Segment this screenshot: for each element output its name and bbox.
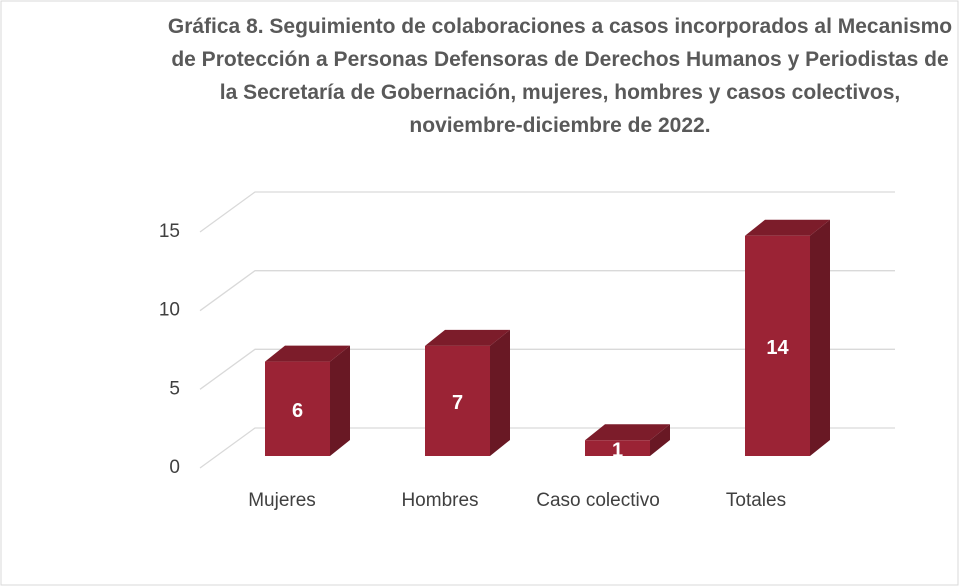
bar-front xyxy=(265,361,330,456)
chart-title: Gráfica 8. Seguimiento de colaboraciones… xyxy=(167,15,953,137)
bar xyxy=(745,219,830,456)
bar xyxy=(265,345,350,456)
bar-side xyxy=(810,219,830,456)
x-tick-label: Mujeres xyxy=(248,490,316,511)
bar-front xyxy=(585,440,650,456)
bar-front xyxy=(745,235,810,456)
y-tick-label: 0 xyxy=(169,457,180,478)
data-label: 14 xyxy=(766,337,789,359)
x-tick-label: Totales xyxy=(726,490,786,511)
y-tick-label: 10 xyxy=(159,300,180,321)
grid-line xyxy=(199,191,895,233)
bar-top xyxy=(585,424,670,441)
grid-line xyxy=(199,270,895,312)
data-label: 1 xyxy=(612,439,623,461)
bar-top xyxy=(425,329,510,346)
grid-line xyxy=(199,427,895,469)
y-tick-label: 15 xyxy=(159,221,180,242)
data-label: 7 xyxy=(452,392,463,414)
grid-line xyxy=(199,348,895,390)
data-label: 6 xyxy=(292,400,303,422)
x-tick-label: Hombres xyxy=(401,490,478,511)
bar-side xyxy=(650,424,670,456)
bar-front xyxy=(425,345,490,456)
bar-side xyxy=(490,329,510,456)
bar xyxy=(425,329,510,456)
bar-top xyxy=(745,219,830,236)
bar-side xyxy=(330,345,350,456)
x-tick-label: Caso colectivo xyxy=(536,490,660,511)
bar-top xyxy=(265,345,350,362)
bar xyxy=(585,424,670,456)
y-tick-label: 5 xyxy=(169,378,180,399)
